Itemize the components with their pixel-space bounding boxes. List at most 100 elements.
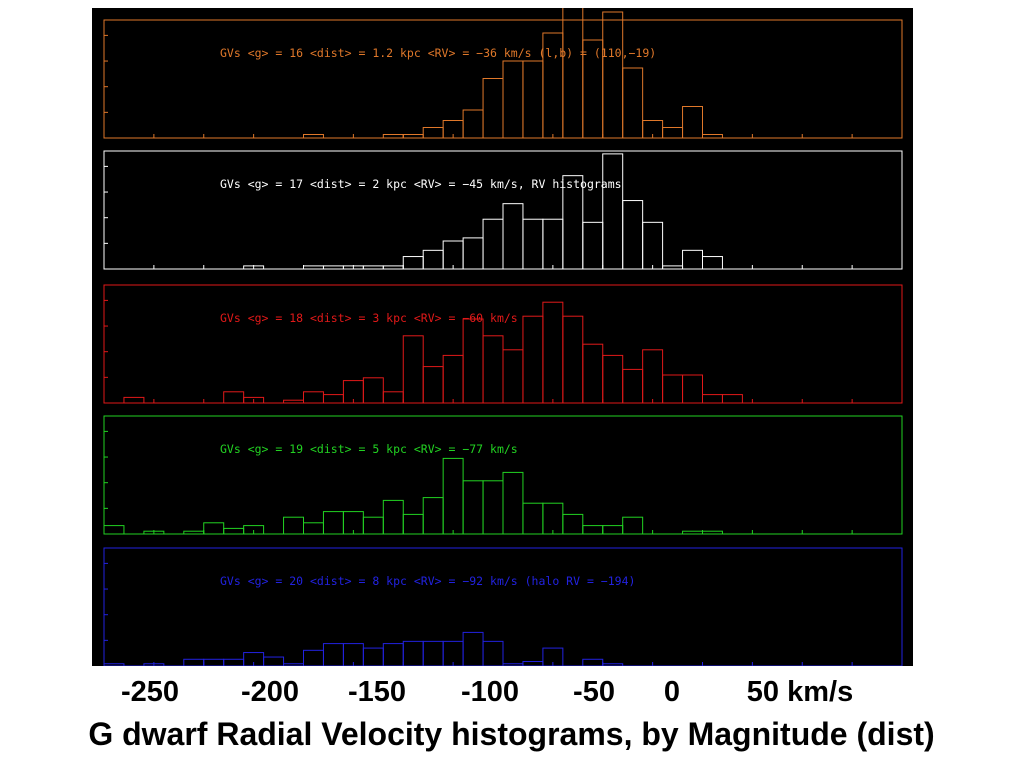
panel-4-label: GVs <g> = 19 <dist> = 5 kpc <RV> = −77 k… (220, 442, 518, 456)
panel-4-bar (362, 516, 384, 535)
panel-4-bar (382, 499, 404, 535)
panel-5-bar (382, 643, 404, 666)
panel-5-bar (283, 663, 305, 666)
panel-1-bar (482, 78, 504, 139)
panel-4-bar (542, 502, 564, 535)
velocity-axis-labels: -250 -200 -150 -100 -50 0 50 km/s (0, 676, 1023, 716)
histograms-svg: GVs <g> = 16 <dist> = 1.2 kpc <RV> = −36… (103, 8, 903, 666)
panel-1-bar (462, 109, 484, 139)
panel-5-bar (263, 656, 285, 666)
panel-2-bar (402, 256, 424, 270)
figure-caption: G dwarf Radial Velocity histograms, by M… (88, 716, 935, 752)
panel-3-bar (223, 391, 245, 404)
histogram-panel-stack: GVs <g> = 16 <dist> = 1.2 kpc <RV> = −36… (92, 8, 913, 666)
panel-3-bar (303, 391, 324, 404)
panel-1-bar (602, 11, 624, 139)
panel-2-bar (602, 153, 624, 270)
panel-5-bar (422, 640, 444, 666)
panel-3-bar (602, 354, 624, 404)
axis-label-neg50: -50 (573, 676, 615, 708)
panel-5-bar (143, 663, 165, 666)
panel-3-bar (502, 349, 524, 404)
panel-2-bar (622, 200, 644, 270)
panel-5-bar (582, 658, 604, 666)
panel-4-bar (283, 516, 305, 535)
panel-5-bar (482, 640, 504, 666)
panel-3-bar (422, 366, 444, 404)
panel-5-bar (462, 631, 484, 666)
panel-3-bar (582, 343, 604, 404)
panel-3-bar (562, 315, 584, 404)
panel-2-bar (303, 265, 324, 270)
axis-label-neg100: -100 (460, 676, 520, 708)
panel-4-bar (622, 516, 644, 535)
panel-1-bar (402, 134, 424, 139)
axis-label-neg150: -150 (347, 676, 407, 708)
panel-3-bar (682, 374, 703, 404)
panel-1-bar (622, 67, 644, 139)
panel-2-bar (362, 265, 384, 270)
panel-4-bar (143, 530, 165, 535)
panel-2-bar (542, 218, 564, 270)
panel-3-bar (123, 396, 145, 404)
panel-5-bar (402, 640, 424, 666)
panel-5-bar (183, 658, 205, 666)
panel-3-bar (482, 335, 504, 404)
panel-2-bar (702, 256, 723, 270)
panel-5-bar (223, 658, 245, 666)
panel-3-bar (322, 394, 344, 404)
panel-3-bar (382, 391, 404, 404)
axis-label-0: 0 (663, 676, 681, 708)
panel-4-bar (462, 480, 484, 535)
panel-4-bar (702, 530, 723, 535)
panel-5-bar (103, 663, 125, 666)
panel-2-label: GVs <g> = 17 <dist> = 2 kpc <RV> = −45 k… (220, 177, 622, 191)
panel-4-bar (502, 471, 524, 535)
panel-1-bar (682, 106, 703, 139)
panel-3-label: GVs <g> = 18 <dist> = 3 kpc <RV> = −60 k… (220, 311, 518, 325)
panel-4-bar (303, 522, 324, 535)
panel-1-bar (562, 8, 584, 139)
panel-2-bar (322, 265, 344, 270)
panel-1-bar (303, 134, 324, 139)
panel-3-bar (402, 335, 424, 404)
axis-label-neg200: -200 (240, 676, 300, 708)
panel-2-bar (502, 203, 524, 270)
panel-3-bar (642, 349, 664, 404)
panel-3-bar (721, 394, 743, 404)
panel-3-bar (462, 318, 484, 404)
panel-2-bar (382, 265, 404, 270)
panel-5-label: GVs <g> = 20 <dist> = 8 kpc <RV> = −92 k… (220, 574, 635, 588)
panel-2-bar (462, 237, 484, 270)
panel-5-frame (103, 547, 903, 666)
panel-1-bar (382, 134, 404, 139)
panel-4-bar (183, 530, 205, 535)
panel-3-bar (542, 301, 564, 404)
panel-5-bar (502, 663, 524, 666)
panel-1-bar (702, 134, 723, 139)
panel-4-bar (322, 511, 344, 535)
panel-3-bar (283, 399, 305, 404)
panel-4-bar (582, 525, 604, 535)
panel-4-bar (562, 513, 584, 535)
panel-2-bar (682, 249, 703, 270)
panel-1-label: GVs <g> = 16 <dist> = 1.2 kpc <RV> = −36… (220, 46, 656, 60)
panel-3-bar (702, 394, 723, 404)
panel-2-bar (482, 218, 504, 270)
panel-1-bar (522, 60, 544, 139)
panel-4-bar (223, 527, 245, 535)
panel-4-bar (522, 502, 544, 535)
panel-3-bar (243, 396, 265, 404)
panel-2-bar (522, 218, 544, 270)
panel-4-bar (442, 457, 464, 535)
panel-5-bar (602, 663, 624, 666)
panel-2-bar (243, 265, 265, 270)
panel-3-bar (442, 354, 464, 404)
panel-3-bar (622, 368, 644, 404)
panel-2-bar (642, 221, 664, 270)
panel-2-bar (442, 240, 464, 270)
panel-4-bar (203, 522, 225, 535)
panel-4-bar (402, 513, 424, 535)
panel-4-bar (103, 525, 125, 535)
panel-1-bar (662, 127, 684, 139)
